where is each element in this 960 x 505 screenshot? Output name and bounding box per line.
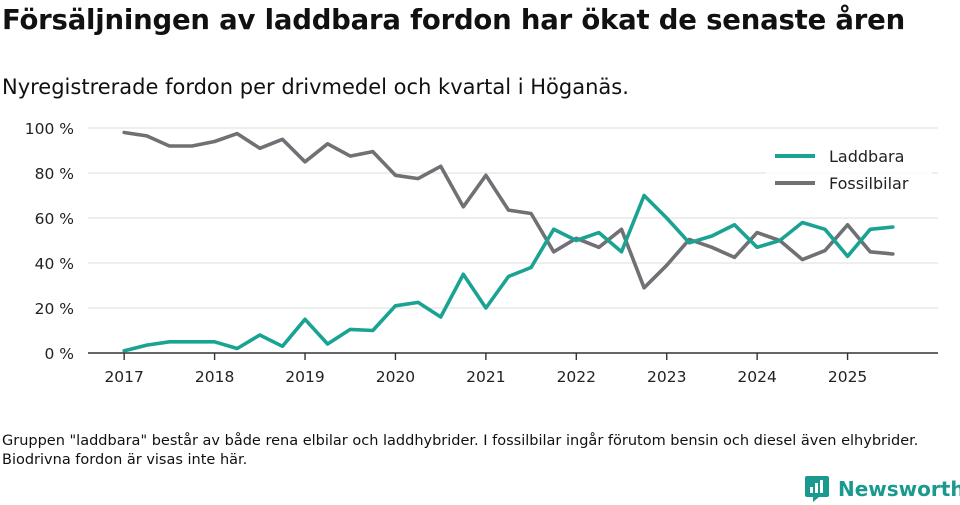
y-axis: 0 % 20 % 40 % 60 % 80 % 100 %	[25, 120, 74, 363]
series-lines	[122, 130, 895, 353]
series-line-laddbara	[122, 193, 895, 353]
y-tick-label: 80 %	[35, 165, 74, 183]
x-tick-label: 2020	[376, 368, 415, 386]
newsworthy-logo-icon	[805, 476, 829, 502]
x-tick-label: 2022	[557, 368, 596, 386]
legend-label-fossilbilar: Fossilbilar	[829, 174, 909, 193]
x-tick-label: 2018	[195, 368, 234, 386]
y-tick-label: 0 %	[44, 345, 74, 363]
x-tick-label: 2024	[737, 368, 776, 386]
y-tick-label: 100 %	[25, 120, 74, 138]
x-tick-label: 2019	[285, 368, 324, 386]
chart-subtitle: Nyregistrerade fordon per drivmedel och …	[2, 75, 629, 99]
x-tick-label: 2017	[104, 368, 143, 386]
series-line-fossilbilar	[122, 130, 895, 290]
y-tick-label: 60 %	[35, 210, 74, 228]
legend: Laddbara Fossilbilar	[766, 144, 932, 195]
x-axis: 2017 2018 2019 2020 2021 2022 2023 2024 2025	[88, 352, 938, 386]
footnote: Gruppen "laddbara" består av både rena e…	[2, 433, 919, 468]
y-tick-label: 20 %	[35, 300, 74, 318]
x-tick-label: 2023	[647, 368, 686, 386]
x-tick-label: 2021	[466, 368, 505, 386]
chart-title: Försäljningen av laddbara fordon har öka…	[2, 4, 905, 36]
brand-name: Newsworthy	[838, 477, 960, 501]
legend-label-laddbara: Laddbara	[829, 147, 904, 166]
x-tick-label: 2025	[828, 368, 867, 386]
y-tick-label: 40 %	[35, 255, 74, 273]
brand[interactable]: Newsworthy	[804, 474, 960, 504]
line-chart: 0 % 20 % 40 % 60 % 80 % 100 % 2017 2018 2019 202…	[25, 120, 938, 386]
